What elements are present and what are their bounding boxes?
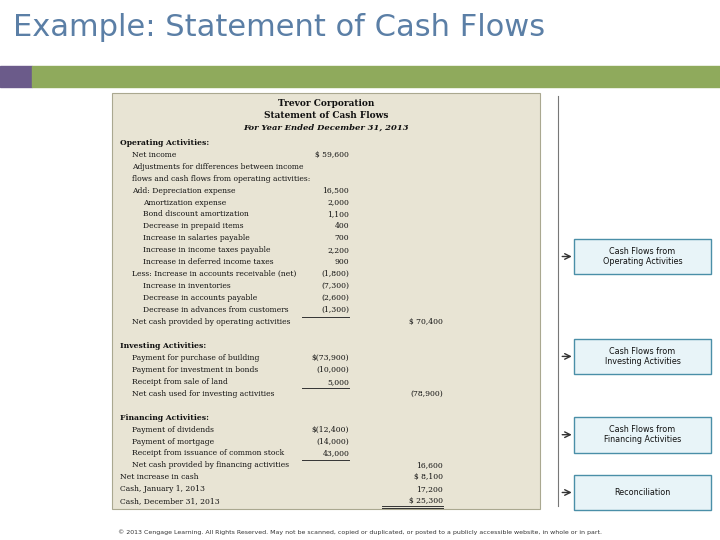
FancyBboxPatch shape [574,417,711,453]
FancyBboxPatch shape [574,239,711,274]
Text: (78,900): (78,900) [410,390,443,398]
Text: 16,600: 16,600 [416,461,443,469]
Text: Net cash provided by operating activities: Net cash provided by operating activitie… [132,318,290,326]
Text: Operating Activities:: Operating Activities: [120,139,210,147]
Text: 700: 700 [335,234,349,242]
Text: Reconciliation: Reconciliation [614,488,671,497]
Text: Cash, January 1, 2013: Cash, January 1, 2013 [120,485,205,494]
Bar [0,66,32,87]
Text: 400: 400 [335,222,349,231]
Text: Receipt from issuance of common stock: Receipt from issuance of common stock [132,449,284,457]
Text: Add: Depreciation expense: Add: Depreciation expense [132,187,235,194]
Text: 16,500: 16,500 [323,187,349,194]
Text: Less: Increase in accounts receivable (net): Less: Increase in accounts receivable (n… [132,270,296,278]
Text: Increase in inventories: Increase in inventories [143,282,231,290]
Text: Payment for purchase of building: Payment for purchase of building [132,354,259,362]
Text: 5,000: 5,000 [328,378,349,386]
Text: (14,000): (14,000) [317,437,349,446]
Text: $(73,900): $(73,900) [312,354,349,362]
Text: For Year Ended December 31, 2013: For Year Ended December 31, 2013 [243,123,409,131]
Bar [112,93,540,509]
Text: 900: 900 [335,258,349,266]
Text: Payment of dividends: Payment of dividends [132,426,214,434]
Text: 2,200: 2,200 [328,246,349,254]
Text: Adjustments for differences between income: Adjustments for differences between inco… [132,163,303,171]
Text: flows and cash flows from operating activities:: flows and cash flows from operating acti… [132,174,310,183]
Text: 2,000: 2,000 [328,199,349,206]
Text: Cash, December 31, 2013: Cash, December 31, 2013 [120,497,220,505]
Text: Cash Flows from
Operating Activities: Cash Flows from Operating Activities [603,247,683,266]
Text: Increase in salaries payable: Increase in salaries payable [143,234,250,242]
Text: © 2013 Cengage Learning. All Rights Reserved. May not be scanned, copied or dupl: © 2013 Cengage Learning. All Rights Rese… [118,529,602,535]
Text: (10,000): (10,000) [317,366,349,374]
Text: $ 59,600: $ 59,600 [315,151,349,159]
Text: Example: Statement of Cash Flows: Example: Statement of Cash Flows [13,14,545,43]
Text: (1,300): (1,300) [321,306,349,314]
Text: Net increase in cash: Net increase in cash [120,474,199,481]
Text: Decrease in accounts payable: Decrease in accounts payable [143,294,258,302]
FancyBboxPatch shape [574,475,711,510]
Text: Increase in deferred income taxes: Increase in deferred income taxes [143,258,274,266]
FancyBboxPatch shape [574,339,711,374]
Text: Cash Flows from
Financing Activities: Cash Flows from Financing Activities [604,425,681,444]
Text: Net cash provided by financing activities: Net cash provided by financing activitie… [132,461,289,469]
Text: $ 70,400: $ 70,400 [409,318,443,326]
Text: 17,200: 17,200 [416,485,443,494]
Text: Investing Activities:: Investing Activities: [120,342,207,350]
Text: $ 8,100: $ 8,100 [414,474,443,481]
Bar [32,66,720,87]
Text: Decrease in prepaid items: Decrease in prepaid items [143,222,244,231]
Text: Receipt from sale of land: Receipt from sale of land [132,378,228,386]
Text: 43,000: 43,000 [323,449,349,457]
Text: 1,100: 1,100 [328,211,349,219]
Text: Bond discount amortization: Bond discount amortization [143,211,249,219]
Text: (7,300): (7,300) [321,282,349,290]
Text: Amortization expense: Amortization expense [143,199,227,206]
Text: (2,600): (2,600) [321,294,349,302]
Text: Increase in income taxes payable: Increase in income taxes payable [143,246,271,254]
Text: $(12,400): $(12,400) [312,426,349,434]
Text: Statement of Cash Flows: Statement of Cash Flows [264,111,388,120]
Text: (1,800): (1,800) [321,270,349,278]
Text: $ 25,300: $ 25,300 [409,497,443,505]
Text: Payment for investment in bonds: Payment for investment in bonds [132,366,258,374]
Text: Decrease in advances from customers: Decrease in advances from customers [143,306,289,314]
Text: Financing Activities:: Financing Activities: [120,414,210,422]
Text: Payment of mortgage: Payment of mortgage [132,437,214,446]
Text: Net cash used for investing activities: Net cash used for investing activities [132,390,274,398]
Text: Net income: Net income [132,151,176,159]
Text: Trevor Corporation: Trevor Corporation [278,99,374,109]
Text: Cash Flows from
Investing Activities: Cash Flows from Investing Activities [605,347,680,366]
